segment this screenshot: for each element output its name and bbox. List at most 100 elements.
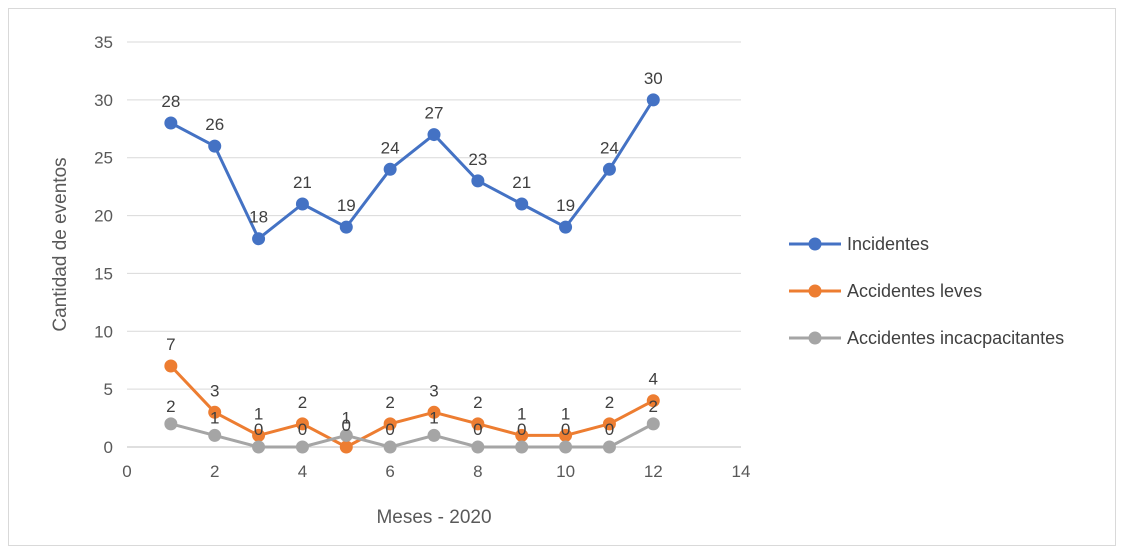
data-point-accidentes-leves — [339, 440, 353, 454]
data-label-accidentes-incapacitantes: 0 — [561, 420, 570, 439]
data-label-incidentes: 27 — [425, 104, 444, 123]
data-point-accidentes-incapacitantes — [602, 440, 616, 454]
data-point-incidentes — [295, 197, 309, 211]
data-label-accidentes-leves: 1 — [517, 404, 526, 423]
data-label-accidentes-leves: 2 — [298, 393, 307, 412]
data-label-accidentes-leves: 2 — [385, 393, 394, 412]
data-point-incidentes — [515, 197, 529, 211]
x-tick-label: 12 — [644, 462, 663, 481]
data-label-incidentes: 18 — [249, 208, 268, 227]
data-label-accidentes-incapacitantes: 1 — [210, 408, 219, 427]
data-label-accidentes-leves: 4 — [649, 370, 658, 389]
y-axis-title: Cantidad de eventos — [50, 157, 71, 331]
data-point-accidentes-incapacitantes — [515, 440, 529, 454]
data-point-accidentes-incapacitantes — [295, 440, 309, 454]
data-point-accidentes-leves — [295, 417, 309, 431]
y-tick-label: 35 — [94, 33, 113, 52]
x-tick-label: 4 — [298, 462, 307, 481]
legend-marker-accidentes-incapacitantes — [808, 331, 822, 345]
data-point-accidentes-leves — [427, 405, 441, 419]
y-tick-label: 25 — [94, 149, 113, 168]
x-tick-label: 10 — [556, 462, 575, 481]
data-label-incidentes: 21 — [512, 173, 531, 192]
data-label-accidentes-leves: 7 — [166, 335, 175, 354]
data-point-accidentes-leves — [515, 428, 529, 442]
y-tick-label: 20 — [94, 207, 113, 226]
data-point-accidentes-incapacitantes — [471, 440, 485, 454]
data-label-accidentes-incapacitantes: 0 — [517, 420, 526, 439]
x-tick-label: 8 — [473, 462, 482, 481]
y-tick-label: 0 — [104, 438, 113, 457]
y-tick-label: 15 — [94, 264, 113, 283]
data-point-accidentes-leves — [252, 428, 266, 442]
data-point-accidentes-incapacitantes — [427, 428, 441, 442]
data-label-incidentes: 30 — [644, 69, 663, 88]
y-tick-label: 30 — [94, 91, 113, 110]
data-point-incidentes — [339, 220, 353, 234]
data-point-accidentes-incapacitantes — [252, 440, 266, 454]
legend: Incidentes Accidentes leves Accidentes inc… — [789, 234, 1064, 348]
data-point-accidentes-leves — [164, 359, 178, 373]
data-point-accidentes-leves — [208, 405, 222, 419]
data-point-accidentes-leves — [646, 394, 660, 408]
gridlines — [127, 41, 741, 390]
data-label-incidentes: 19 — [556, 196, 575, 215]
data-point-incidentes — [383, 162, 397, 176]
data-point-accidentes-incapacitantes — [383, 440, 397, 454]
legend-label-incidentes: Incidentes — [847, 234, 929, 254]
legend-marker-accidentes-leves — [808, 284, 822, 298]
data-point-incidentes — [208, 139, 222, 153]
data-label-accidentes-incapacitantes: 0 — [254, 420, 263, 439]
data-point-incidentes — [164, 116, 178, 130]
data-label-accidentes-leves: 3 — [429, 381, 438, 400]
data-point-incidentes — [602, 162, 616, 176]
data-point-incidentes — [559, 220, 573, 234]
x-tick-label: 14 — [732, 462, 751, 481]
data-point-incidentes — [427, 128, 441, 142]
data-label-accidentes-incapacitantes: 0 — [385, 420, 394, 439]
data-label-incidentes: 19 — [337, 196, 356, 215]
legend-label-accidentes-leves: Accidentes leves — [847, 281, 982, 301]
data-point-incidentes — [252, 232, 266, 246]
data-label-accidentes-leves: 1 — [561, 404, 570, 423]
data-label-accidentes-incapacitantes: 1 — [429, 408, 438, 427]
data-label-incidentes: 26 — [205, 115, 224, 134]
data-point-accidentes-leves — [471, 417, 485, 431]
data-label-accidentes-leves: 2 — [473, 393, 482, 412]
data-point-accidentes-incapacitantes — [164, 417, 178, 431]
data-label-incidentes: 24 — [600, 138, 619, 157]
x-tick-label: 2 — [210, 462, 219, 481]
data-label-incidentes: 28 — [161, 92, 180, 111]
data-point-accidentes-leves — [559, 428, 573, 442]
data-label-accidentes-leves: 1 — [254, 404, 263, 423]
y-tick-label: 10 — [94, 322, 113, 341]
data-label-incidentes: 21 — [293, 173, 312, 192]
data-point-accidentes-leves — [602, 417, 616, 431]
x-axis-title: Meses - 2020 — [376, 507, 491, 528]
x-tick-label: 6 — [385, 462, 394, 481]
data-label-incidentes: 23 — [468, 150, 487, 169]
data-point-accidentes-leves — [383, 417, 397, 431]
series-line-accidentes-incapacitantes — [169, 422, 655, 449]
data-label-accidentes-incapacitantes: 2 — [166, 397, 175, 416]
data-point-accidentes-incapacitantes — [646, 417, 660, 431]
legend-label-accidentes-incapacitantes: Accidentes incacpacitantes — [847, 328, 1064, 348]
data-point-accidentes-incapacitantes — [339, 428, 353, 442]
data-point-accidentes-incapacitantes — [559, 440, 573, 454]
series-line-accidentes-leves — [169, 364, 655, 449]
data-point-incidentes — [471, 174, 485, 188]
data-point-accidentes-incapacitantes — [208, 428, 222, 442]
y-tick-label: 5 — [104, 380, 113, 399]
data-label-accidentes-incapacitantes: 0 — [605, 420, 614, 439]
data-label-accidentes-incapacitantes: 2 — [649, 397, 658, 416]
series-line-incidentes — [169, 98, 655, 241]
chart-area: 0 5 10 15 20 25 30 35 0 2 4 6 8 10 12 14 28 26 18 21 19 24 27… — [8, 8, 1116, 546]
legend-marker-incidentes — [808, 237, 822, 251]
data-label-accidentes-incapacitantes: 0 — [473, 420, 482, 439]
data-label-accidentes-leves: 0 — [342, 416, 351, 435]
series-layer — [164, 93, 660, 454]
x-tick-label: 0 — [122, 462, 131, 481]
